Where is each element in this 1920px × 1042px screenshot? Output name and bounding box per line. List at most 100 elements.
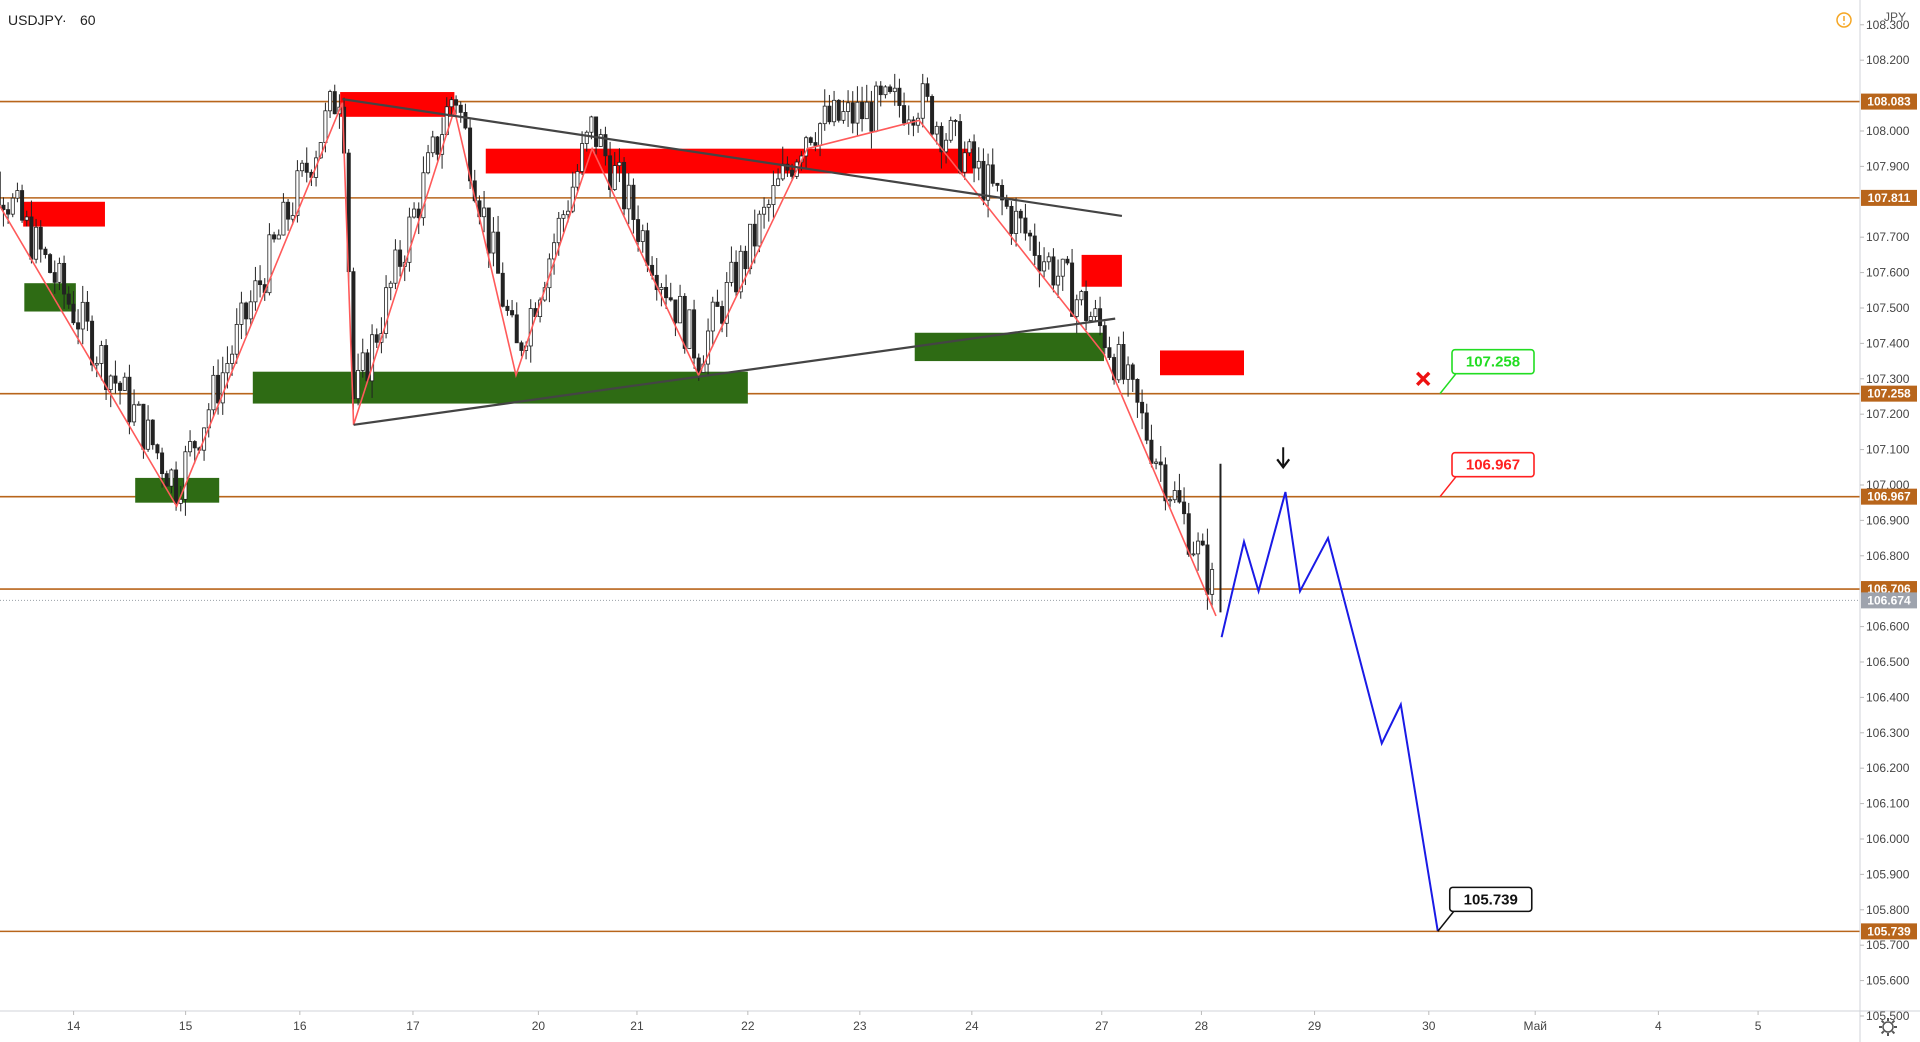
candle-body xyxy=(636,219,641,242)
candle-body xyxy=(216,374,221,404)
candle-body xyxy=(1079,291,1084,301)
candle-body xyxy=(766,204,771,208)
candle-body xyxy=(286,201,291,220)
y-tick-label: 106.300 xyxy=(1866,726,1910,740)
candle-body xyxy=(813,142,818,146)
candle-body xyxy=(248,301,253,320)
candle-body xyxy=(388,282,393,289)
candle-body xyxy=(617,161,622,166)
candle-body xyxy=(902,105,907,124)
candle-body xyxy=(808,137,813,143)
candle-body xyxy=(594,116,599,147)
candle-body xyxy=(384,287,389,334)
candle-body xyxy=(687,309,692,349)
candle-body xyxy=(136,403,141,406)
candle-body xyxy=(1042,261,1047,272)
candle-body xyxy=(113,375,118,384)
candle-body xyxy=(122,376,127,391)
x-tick-label: 24 xyxy=(965,1019,979,1033)
candle-body xyxy=(29,216,34,260)
target-callout: 105.739 xyxy=(1464,891,1518,908)
candle-body xyxy=(281,201,286,236)
y-tick-label: 105.600 xyxy=(1866,974,1910,988)
candle-body xyxy=(482,207,487,218)
candle-body xyxy=(682,295,687,349)
candle-body xyxy=(76,322,81,330)
candle-body xyxy=(1135,378,1140,403)
candle-body xyxy=(164,473,169,487)
y-tick-label: 106.200 xyxy=(1866,761,1910,775)
y-tick-label: 106.600 xyxy=(1866,620,1910,634)
candle-body xyxy=(846,102,851,112)
price-tags: 108.083107.811107.258106.967106.706105.7… xyxy=(1861,93,1917,940)
level-callout-1-leader xyxy=(1439,476,1457,498)
candle-body xyxy=(1032,235,1037,256)
candle-body xyxy=(94,363,99,366)
candle-body xyxy=(972,141,977,169)
level-tag-3-bg xyxy=(1861,488,1917,505)
candle-body xyxy=(1126,364,1131,380)
candle-body xyxy=(575,171,580,188)
candle-body xyxy=(836,99,841,121)
candle-body xyxy=(1023,217,1028,234)
y-tick-label: 105.900 xyxy=(1866,867,1910,881)
gear-icon[interactable] xyxy=(1879,1018,1897,1036)
candle-body xyxy=(967,141,972,154)
y-tick-label: 107.700 xyxy=(1866,230,1910,244)
candle-body xyxy=(304,162,309,173)
candle-body xyxy=(1116,344,1121,381)
candle-body xyxy=(944,139,949,153)
candle-body xyxy=(855,101,860,124)
candle-body xyxy=(71,303,76,324)
level-callout-0-box xyxy=(1451,348,1535,375)
candle-body xyxy=(990,164,995,184)
candle-body xyxy=(640,230,645,242)
level-tag-0: 108.083 xyxy=(1867,95,1911,109)
candle-body xyxy=(155,444,160,454)
candle-body xyxy=(832,99,837,123)
candle-body xyxy=(668,297,673,301)
x-tick-label: 27 xyxy=(1095,1019,1109,1033)
candle-body xyxy=(454,99,459,106)
forecast-polyline xyxy=(1220,491,1439,932)
candle-body xyxy=(491,231,496,254)
candle-body xyxy=(328,91,333,112)
time-axis[interactable]: 14 15 16 17 20 21 22 23 24 27 28 29 30 Май 4 5 xyxy=(67,1011,1762,1033)
x-tick-label: 17 xyxy=(406,1019,420,1033)
candle-body xyxy=(1102,325,1107,349)
candle-body xyxy=(34,226,39,260)
candle-body xyxy=(183,451,188,500)
support-zone-3 xyxy=(914,332,1104,362)
candle-body xyxy=(729,261,734,283)
y-tick-label: 105.700 xyxy=(1866,938,1910,952)
candle-body xyxy=(57,262,62,283)
price-axis[interactable]: 108.300 108.200 108.000 107.900 107.700 107.6… xyxy=(1860,18,1910,1023)
x-tick-label: 15 xyxy=(179,1019,193,1033)
candle-body xyxy=(673,299,678,324)
candle-body xyxy=(62,262,67,295)
candle-body xyxy=(645,230,650,266)
level-tag-5: 105.739 xyxy=(1867,924,1911,938)
candle-body xyxy=(192,441,197,449)
candle-body xyxy=(1060,258,1065,277)
alert-circle-icon[interactable] xyxy=(1836,12,1852,28)
chart-title-symbol[interactable]: USDJPY xyxy=(8,12,64,28)
x-tick-label: 4 xyxy=(1655,1019,1662,1033)
candle-body xyxy=(762,206,767,215)
candle-body xyxy=(1028,232,1033,237)
candle-body xyxy=(1065,258,1070,264)
candle-body xyxy=(1168,499,1173,502)
candle-body xyxy=(598,134,603,147)
y-tick-label: 107.900 xyxy=(1866,159,1910,173)
candle-body xyxy=(850,102,855,124)
y-tick-label: 107.200 xyxy=(1866,407,1910,421)
chart-title-interval[interactable]: 60 xyxy=(80,12,96,28)
candle-body xyxy=(160,452,165,475)
candle-body xyxy=(612,165,617,190)
candle-body xyxy=(757,213,762,247)
candle-body xyxy=(514,314,519,344)
forecast-path xyxy=(1220,491,1439,932)
last-price-tag-bg xyxy=(1861,592,1917,609)
candle-body xyxy=(622,161,627,210)
